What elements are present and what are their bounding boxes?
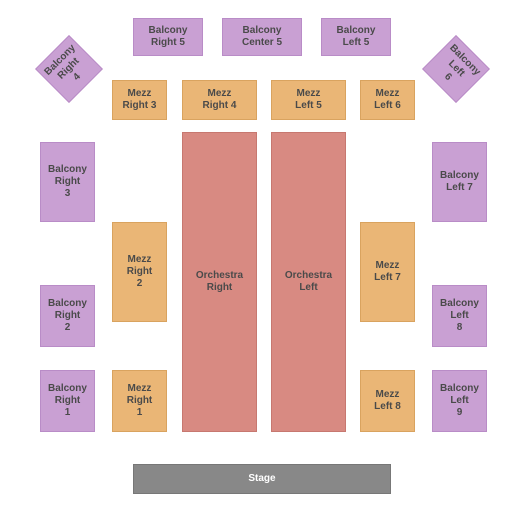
section-label: Balcony Left 7: [440, 170, 479, 194]
section-label: Orchestra Right: [196, 270, 243, 294]
section-mezz-right-4[interactable]: Mezz Right 4: [182, 80, 257, 120]
section-stage[interactable]: Stage: [133, 464, 391, 494]
section-balcony-left-5[interactable]: Balcony Left 5: [321, 18, 391, 56]
section-label: Balcony Left 6: [430, 43, 483, 96]
section-mezz-right-2[interactable]: Mezz Right 2: [112, 222, 167, 322]
section-label: Mezz Right 2: [127, 254, 153, 290]
section-label: Mezz Left 5: [295, 88, 322, 112]
section-balcony-right-5[interactable]: Balcony Right 5: [133, 18, 203, 56]
section-balcony-left-7[interactable]: Balcony Left 7: [432, 142, 487, 222]
section-mezz-left-8[interactable]: Mezz Left 8: [360, 370, 415, 432]
section-label: Mezz Right 1: [127, 383, 153, 419]
section-balcony-right-4[interactable]: Balcony Right 4: [35, 35, 103, 103]
section-balcony-left-9[interactable]: Balcony Left 9: [432, 370, 487, 432]
section-label: Mezz Right 3: [123, 88, 157, 112]
section-orchestra-left[interactable]: Orchestra Left: [271, 132, 346, 432]
section-mezz-left-7[interactable]: Mezz Left 7: [360, 222, 415, 322]
section-label: Mezz Left 8: [374, 389, 401, 413]
section-balcony-left-6[interactable]: Balcony Left 6: [422, 35, 490, 103]
section-label: Balcony Right 4: [43, 43, 96, 96]
section-label: Balcony Left 9: [440, 383, 479, 419]
section-mezz-left-6[interactable]: Mezz Left 6: [360, 80, 415, 120]
section-orchestra-right[interactable]: Orchestra Right: [182, 132, 257, 432]
section-mezz-left-5[interactable]: Mezz Left 5: [271, 80, 346, 120]
section-label: Orchestra Left: [285, 270, 332, 294]
section-mezz-right-3[interactable]: Mezz Right 3: [112, 80, 167, 120]
seating-chart: Balcony Right 4 Balcony Right 5 Balcony Ce…: [0, 0, 525, 525]
section-label: Balcony Right 3: [48, 164, 87, 200]
section-label: Mezz Left 7: [374, 260, 401, 284]
section-label: Balcony Right 5: [149, 25, 188, 49]
section-mezz-right-1[interactable]: Mezz Right 1: [112, 370, 167, 432]
section-label: Mezz Right 4: [203, 88, 237, 112]
section-label: Balcony Left 5: [337, 25, 376, 49]
section-label: Mezz Left 6: [374, 88, 401, 112]
section-label: Balcony Right 2: [48, 298, 87, 334]
section-label: Stage: [248, 473, 275, 485]
section-label: Balcony Left 8: [440, 298, 479, 334]
section-label: Balcony Center 5: [242, 25, 282, 49]
section-balcony-right-1[interactable]: Balcony Right 1: [40, 370, 95, 432]
section-balcony-right-2[interactable]: Balcony Right 2: [40, 285, 95, 347]
section-balcony-right-3[interactable]: Balcony Right 3: [40, 142, 95, 222]
section-balcony-center-5[interactable]: Balcony Center 5: [222, 18, 302, 56]
section-balcony-left-8[interactable]: Balcony Left 8: [432, 285, 487, 347]
section-label: Balcony Right 1: [48, 383, 87, 419]
